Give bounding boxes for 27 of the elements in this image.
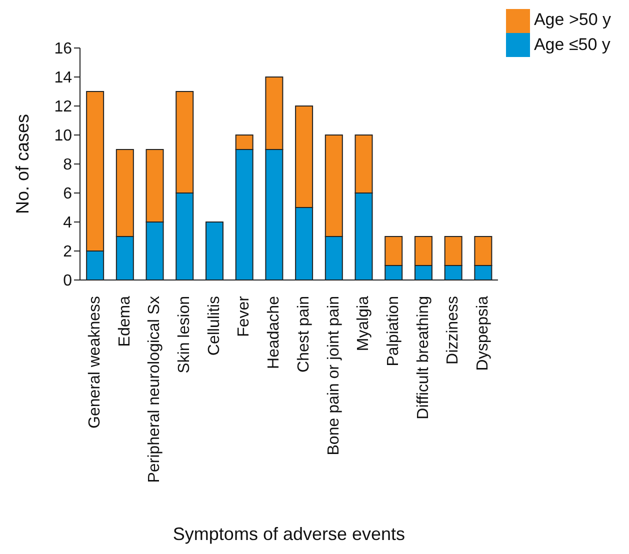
- x-tick-label: Dizziness: [444, 296, 462, 364]
- y-tick-label: 6: [63, 186, 72, 203]
- x-tick-label: Chest pain: [295, 296, 312, 372]
- x-axis-title: Symptoms of adverse events: [172, 524, 406, 544]
- legend-label: Age >50 y: [534, 10, 611, 29]
- legend-label: Age ≤50 y: [534, 34, 610, 54]
- y-tick-label: 8: [63, 156, 72, 174]
- x-tick-label: General weakness: [86, 296, 104, 429]
- y-tick-label: 2: [63, 244, 72, 261]
- y-tick-label: 10: [54, 128, 72, 145]
- x-tick-label: Fever: [236, 295, 253, 337]
- x-tick-label: Palpiation: [384, 296, 402, 366]
- x-tick-label: Bone pain or joint pain: [325, 296, 342, 456]
- x-tick-label: Myalgia: [355, 296, 372, 352]
- x-tick-label: Dyspepsia: [474, 296, 492, 371]
- x-tick-label: Difficult breathing: [414, 296, 432, 420]
- y-tick-label: 14: [54, 70, 72, 87]
- x-tick-label: Edema: [116, 296, 134, 347]
- y-tick-label: 16: [54, 40, 72, 58]
- y-tick-label: 12: [54, 98, 72, 116]
- y-tick-label: 4: [63, 214, 72, 232]
- x-tick-label: Peripheral neurological Sx: [146, 296, 164, 483]
- y-tick-label: 0: [63, 272, 72, 290]
- x-tick-label: Headache: [266, 296, 283, 369]
- y-axis-title: No. of cases: [12, 114, 32, 214]
- x-tick-label: Skin lesion: [176, 296, 193, 374]
- x-tick-label: Cellulitis: [206, 296, 223, 356]
